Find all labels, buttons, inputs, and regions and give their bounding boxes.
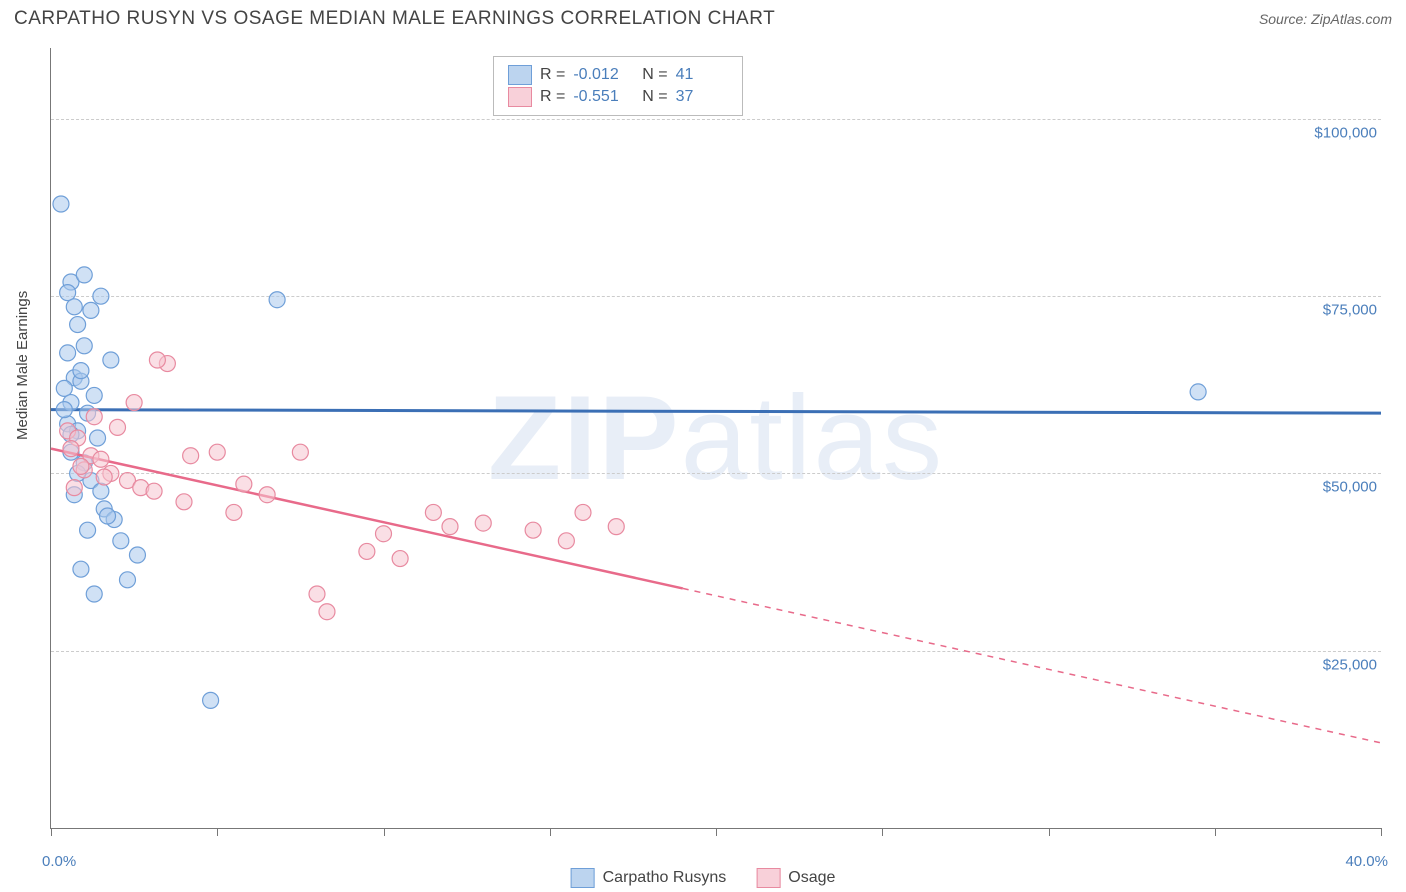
data-point — [442, 519, 458, 535]
x-tick — [217, 828, 218, 836]
x-tick — [882, 828, 883, 836]
data-point — [149, 352, 165, 368]
data-point — [66, 299, 82, 315]
data-point — [70, 317, 86, 333]
data-point — [93, 483, 109, 499]
data-point — [183, 448, 199, 464]
data-point — [475, 515, 491, 531]
legend-item: Osage — [756, 868, 835, 888]
data-point — [1190, 384, 1206, 400]
x-tick — [51, 828, 52, 836]
data-point — [100, 508, 116, 524]
legend-swatch — [756, 868, 780, 888]
data-point — [203, 692, 219, 708]
data-point — [558, 533, 574, 549]
chart-plot-area: ZIPatlas $25,000$50,000$75,000$100,000 R… — [50, 48, 1381, 829]
data-point — [73, 363, 89, 379]
data-point — [63, 441, 79, 457]
legend-label: Osage — [788, 869, 835, 887]
data-point — [608, 519, 624, 535]
data-point — [126, 395, 142, 411]
legend: Carpatho Rusyns Osage — [571, 868, 836, 888]
legend-label: Carpatho Rusyns — [603, 869, 727, 887]
y-axis-title: Median Male Earnings — [14, 291, 31, 440]
data-point — [76, 267, 92, 283]
data-point — [176, 494, 192, 510]
source-attribution: Source: ZipAtlas.com — [1259, 11, 1392, 27]
x-tick — [384, 828, 385, 836]
data-point — [86, 387, 102, 403]
trend-line-extrapolated — [683, 588, 1381, 742]
data-point — [93, 451, 109, 467]
data-point — [359, 543, 375, 559]
x-axis-min-label: 0.0% — [42, 853, 76, 870]
x-tick — [1049, 828, 1050, 836]
data-point — [319, 604, 335, 620]
x-tick — [1381, 828, 1382, 836]
trend-line — [51, 410, 1381, 414]
x-tick — [1215, 828, 1216, 836]
data-point — [53, 196, 69, 212]
data-point — [80, 522, 96, 538]
data-point — [113, 533, 129, 549]
data-point — [83, 302, 99, 318]
data-point — [376, 526, 392, 542]
legend-swatch — [571, 868, 595, 888]
data-point — [56, 380, 72, 396]
data-point — [525, 522, 541, 538]
x-tick — [716, 828, 717, 836]
data-point — [292, 444, 308, 460]
data-point — [146, 483, 162, 499]
data-point — [575, 504, 591, 520]
data-point — [236, 476, 252, 492]
data-point — [56, 402, 72, 418]
data-point — [209, 444, 225, 460]
data-point — [73, 561, 89, 577]
data-point — [392, 551, 408, 567]
legend-item: Carpatho Rusyns — [571, 868, 727, 888]
data-point — [259, 487, 275, 503]
data-point — [309, 586, 325, 602]
data-point — [103, 352, 119, 368]
data-point — [60, 285, 76, 301]
data-point — [60, 345, 76, 361]
data-point — [226, 504, 242, 520]
data-point — [66, 480, 82, 496]
data-point — [269, 292, 285, 308]
data-point — [110, 419, 126, 435]
data-point — [129, 547, 145, 563]
data-point — [425, 504, 441, 520]
x-axis-max-label: 40.0% — [1345, 853, 1388, 870]
data-point — [86, 409, 102, 425]
data-point — [119, 572, 135, 588]
data-point — [86, 586, 102, 602]
data-point — [93, 288, 109, 304]
chart-title: CARPATHO RUSYN VS OSAGE MEDIAN MALE EARN… — [14, 8, 775, 30]
data-point — [73, 458, 89, 474]
data-point — [90, 430, 106, 446]
x-tick — [550, 828, 551, 836]
data-point — [96, 469, 112, 485]
scatter-plot-svg — [51, 48, 1381, 828]
data-point — [76, 338, 92, 354]
